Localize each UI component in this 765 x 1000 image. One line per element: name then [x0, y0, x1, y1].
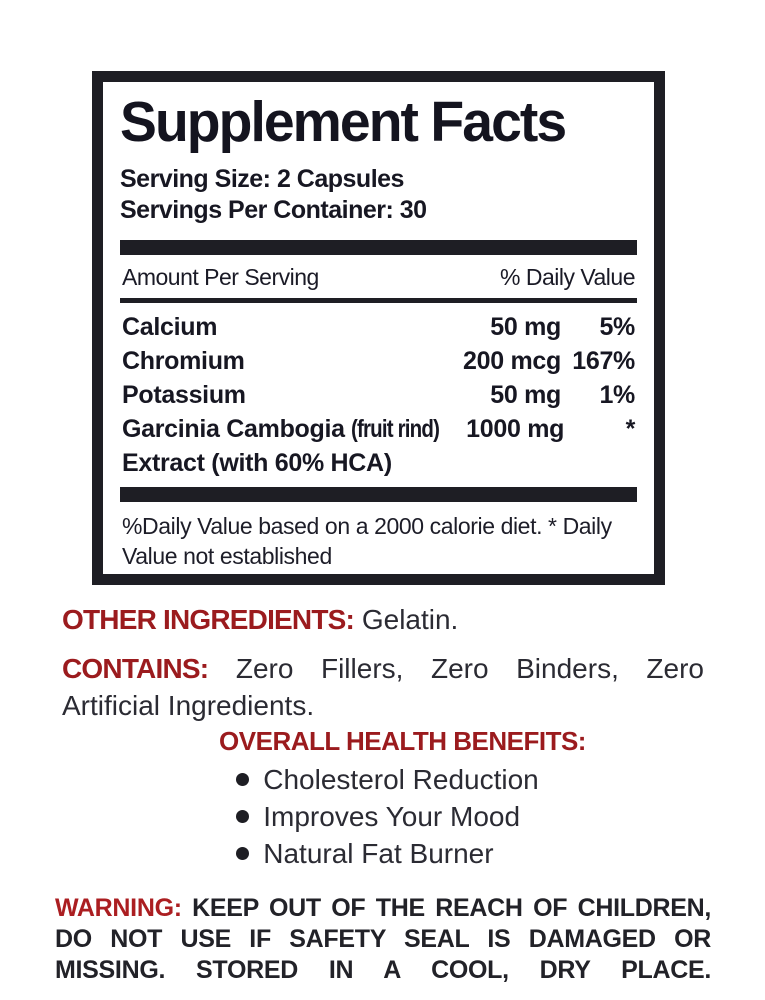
nutrient-name: Chromium [122, 347, 245, 375]
bullet-icon [236, 847, 250, 860]
contains-label: CONTAINS: [62, 653, 209, 684]
facts-header-row: Amount Per Serving % Daily Value [120, 255, 637, 298]
bullet-icon [236, 810, 250, 823]
list-item: Cholesterol Reduction [236, 761, 539, 798]
nutrient-name: Potassium [122, 381, 246, 409]
table-row: Calcium 50 mg 5% [120, 310, 637, 344]
other-ingredients-section: OTHER INGREDIENTS: Gelatin. [62, 602, 704, 638]
header-daily-value: % Daily Value [500, 264, 635, 290]
daily-value-footnote: %Daily Value based on a 2000 calorie die… [122, 513, 612, 569]
nutrient-amount: 200 mcg [463, 347, 561, 375]
serving-size: Serving Size: 2 Capsules [120, 165, 404, 193]
header-amount-per-serving: Amount Per Serving [122, 264, 319, 290]
panel-title: Supplement Facts [120, 90, 567, 154]
nutrient-rows: Calcium 50 mg 5% Chromium 200 mcg 167% P… [120, 303, 637, 480]
nutrient-daily-value: 167% [572, 347, 635, 375]
health-benefits-section: OVERALL HEALTH BENEFITS: Cholesterol Red… [0, 726, 765, 872]
warning-text: KEEP OUT OF THE REACH OF CHILDREN, DO NO… [55, 894, 711, 984]
nutrient-name: Calcium [122, 313, 218, 341]
servings-per-container: Servings Per Container: 30 [120, 196, 427, 224]
table-row: Garcinia Cambogia (fruit rind) 1000 mg * [120, 412, 637, 446]
supplement-facts-panel: Supplement Facts Serving Size: 2 Capsule… [92, 71, 665, 585]
nutrient-amount: 1000 mg [466, 415, 565, 443]
nutrient-daily-value: 5% [599, 313, 635, 341]
nutrient-name-note: (fruit rind) [351, 415, 440, 443]
contains-text: Zero Fillers, Zero Binders, Zero Artific… [62, 653, 704, 721]
list-item: Natural Fat Burner [236, 835, 539, 872]
benefit-label: Improves Your Mood [263, 801, 521, 832]
other-ingredients-text: Gelatin. [354, 604, 459, 635]
divider-bar-bottom [120, 487, 637, 502]
nutrient-name: Garcinia Cambogia (fruit rind) [122, 412, 459, 446]
nutrient-amount: 50 mg [490, 313, 561, 341]
health-benefits-heading: OVERALL HEALTH BENEFITS: [219, 726, 586, 756]
warning-section: WARNING: KEEP OUT OF THE REACH OF CHILDR… [55, 893, 711, 986]
nutrient-name-continued: Extract (with 60% HCA) [122, 449, 392, 477]
nutrient-daily-value: 1% [599, 381, 635, 409]
health-benefits-list: Cholesterol Reduction Improves Your Mood… [226, 761, 539, 872]
table-row: Chromium 200 mcg 167% [120, 344, 637, 378]
table-row: Potassium 50 mg 1% [120, 378, 637, 412]
header-rule [120, 298, 637, 303]
other-ingredients-label: OTHER INGREDIENTS: [62, 604, 355, 635]
nutrient-daily-value: * [625, 415, 636, 443]
warning-label: WARNING: [55, 894, 182, 922]
list-item: Improves Your Mood [236, 798, 539, 835]
contains-section: CONTAINS: Zero Fillers, Zero Binders, Ze… [62, 650, 704, 724]
bullet-icon [236, 773, 250, 786]
nutrient-amount: 50 mg [490, 381, 561, 409]
benefit-label: Natural Fat Burner [263, 838, 494, 869]
benefit-label: Cholesterol Reduction [263, 764, 539, 795]
divider-bar-top [120, 240, 637, 255]
